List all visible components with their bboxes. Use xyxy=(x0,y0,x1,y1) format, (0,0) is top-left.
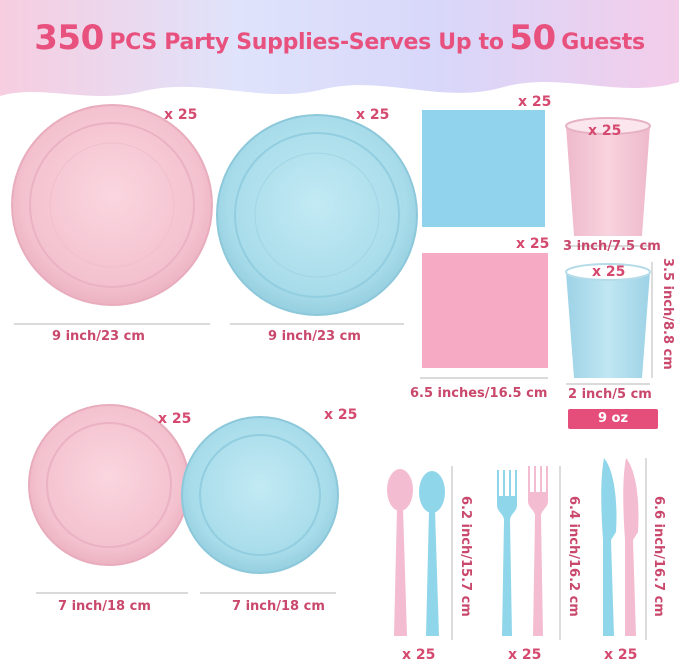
small-pink-plate xyxy=(28,404,190,566)
blue-cup-qty: x 25 xyxy=(592,264,626,280)
blue-spoon xyxy=(419,471,445,636)
blue-knife xyxy=(601,458,617,636)
pink-spoon xyxy=(387,469,413,636)
knives-qty: x 25 xyxy=(604,647,638,663)
cup-volume-badge: 9 oz xyxy=(568,409,658,429)
large-pink-plate xyxy=(11,104,213,306)
pink-cup-qty: x 25 xyxy=(588,123,622,139)
title-banner-background xyxy=(0,0,679,96)
title-pcs: PCS Party Supplies-Serves Up to xyxy=(109,30,504,55)
small-pink-plate-qty: x 25 xyxy=(158,411,192,427)
pink-cup xyxy=(565,117,651,236)
blue-napkin xyxy=(422,110,545,227)
small-blue-plate-qty: x 25 xyxy=(324,407,358,423)
cup-bottom-diameter: 2 inch/5 cm xyxy=(568,387,652,402)
pink-napkin-qty: x 25 xyxy=(516,236,550,252)
forks-qty: x 25 xyxy=(508,647,542,663)
small-blue-plate-size: 7 inch/18 cm xyxy=(232,599,325,614)
pink-napkin xyxy=(422,253,548,368)
dimension-lines xyxy=(14,245,653,640)
large-pink-plate-size: 9 inch/23 cm xyxy=(52,329,145,344)
fork-length: 6.4 inch/16.2 cm xyxy=(566,496,581,617)
blue-cup xyxy=(565,263,651,378)
cup-height: 3.5 inch/8.8 cm xyxy=(660,258,675,370)
knife-length: 6.6 inch/16.7 cm xyxy=(651,496,666,617)
blue-napkin-qty: x 25 xyxy=(518,94,552,110)
page-title: 350 PCS Party Supplies-Serves Up to 50 G… xyxy=(0,18,679,58)
napkin-size: 6.5 inches/16.5 cm xyxy=(410,386,548,401)
large-blue-plate xyxy=(216,114,418,316)
title-guests-count: 50 xyxy=(509,18,556,58)
small-blue-plate xyxy=(181,416,339,574)
cup-top-diameter: 3 inch/7.5 cm xyxy=(563,239,661,254)
large-pink-plate-qty: x 25 xyxy=(164,107,198,123)
spoons-qty: x 25 xyxy=(402,647,436,663)
pink-fork xyxy=(528,466,548,636)
large-blue-plate-size: 9 inch/23 cm xyxy=(268,329,361,344)
spoon-length: 6.2 inch/15.7 cm xyxy=(458,496,473,617)
large-blue-plate-qty: x 25 xyxy=(356,107,390,123)
title-count: 350 xyxy=(34,18,104,58)
title-guests: Guests xyxy=(561,30,645,55)
pink-knife xyxy=(623,458,639,636)
blue-fork xyxy=(497,470,517,636)
small-pink-plate-size: 7 inch/18 cm xyxy=(58,599,151,614)
